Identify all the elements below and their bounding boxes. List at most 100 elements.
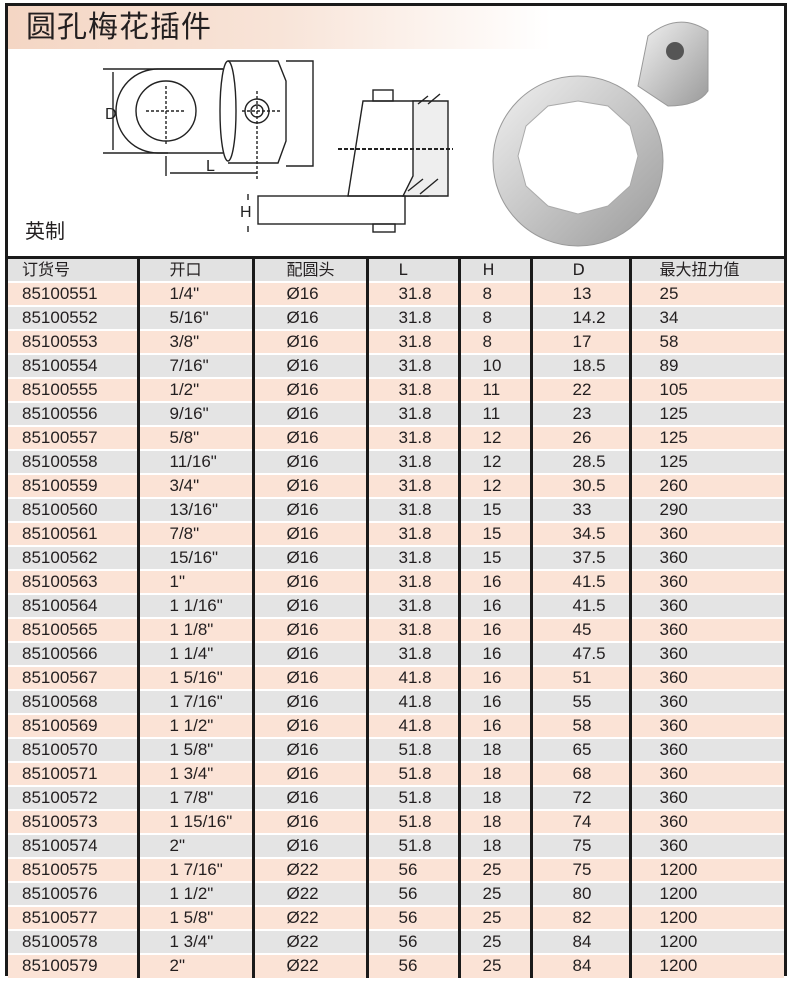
cell-h: 18 bbox=[457, 784, 531, 810]
cell-h: 18 bbox=[457, 760, 531, 786]
page-title: 圆孔梅花插件 bbox=[26, 10, 212, 45]
cell-round-head: Ø22 bbox=[251, 952, 367, 978]
cell-d: 75 bbox=[529, 832, 630, 858]
cell-order-number: 85100569 bbox=[8, 712, 138, 738]
cell-l: 51.8 bbox=[365, 784, 459, 810]
cell-round-head: Ø16 bbox=[251, 760, 367, 786]
cell-l: 31.8 bbox=[365, 448, 459, 474]
cell-opening: 1 5/8" bbox=[136, 904, 253, 930]
cell-max-torque: 260 bbox=[628, 472, 784, 498]
table-row: 85100553 3/8" Ø16 31.8 8 17 58 bbox=[8, 328, 784, 354]
cell-order-number: 85100552 bbox=[8, 304, 138, 330]
cell-order-number: 85100565 bbox=[8, 616, 138, 642]
cell-order-number: 85100554 bbox=[8, 352, 138, 378]
cell-order-number: 85100560 bbox=[8, 496, 138, 522]
cell-max-torque: 1200 bbox=[628, 856, 784, 882]
cell-order-number: 85100578 bbox=[8, 928, 138, 954]
table-row: 85100563 1" Ø16 31.8 16 41.5 360 bbox=[8, 568, 784, 594]
cell-h: 10 bbox=[457, 352, 531, 378]
cell-order-number: 85100576 bbox=[8, 880, 138, 906]
cell-opening: 1 7/16" bbox=[136, 688, 253, 714]
cell-l: 41.8 bbox=[365, 688, 459, 714]
cell-l: 51.8 bbox=[365, 808, 459, 834]
technical-drawing: D L H bbox=[103, 21, 709, 247]
cell-round-head: Ø16 bbox=[251, 448, 367, 474]
cell-max-torque: 360 bbox=[628, 784, 784, 810]
cell-max-torque: 360 bbox=[628, 664, 784, 690]
cell-h: 12 bbox=[457, 448, 531, 474]
cell-order-number: 85100555 bbox=[8, 376, 138, 402]
cell-order-number: 85100558 bbox=[8, 448, 138, 474]
cell-h: 16 bbox=[457, 616, 531, 642]
cell-h: 16 bbox=[457, 688, 531, 714]
cell-l: 31.8 bbox=[365, 280, 459, 306]
cell-order-number: 85100575 bbox=[8, 856, 138, 882]
cell-h: 16 bbox=[457, 568, 531, 594]
cell-opening: 1" bbox=[136, 568, 253, 594]
table-row: 85100561 7/8" Ø16 31.8 15 34.5 360 bbox=[8, 520, 784, 546]
table-row: 85100577 1 5/8" Ø22 56 25 82 1200 bbox=[8, 904, 784, 930]
cell-round-head: Ø16 bbox=[251, 400, 367, 426]
cell-d: 23 bbox=[529, 400, 630, 426]
dimension-d-label: D bbox=[105, 106, 117, 123]
cell-max-torque: 360 bbox=[628, 616, 784, 642]
table-row: 85100555 1/2" Ø16 31.8 11 22 105 bbox=[8, 376, 784, 402]
cell-max-torque: 360 bbox=[628, 592, 784, 618]
table-row: 85100566 1 1/4" Ø16 31.8 16 47.5 360 bbox=[8, 640, 784, 666]
cell-round-head: Ø16 bbox=[251, 376, 367, 402]
cell-h: 18 bbox=[457, 832, 531, 858]
cell-h: 15 bbox=[457, 544, 531, 570]
cell-opening: 13/16" bbox=[136, 496, 253, 522]
cell-d: 41.5 bbox=[529, 568, 630, 594]
cell-order-number: 85100556 bbox=[8, 400, 138, 426]
cell-round-head: Ø16 bbox=[251, 736, 367, 762]
cell-d: 47.5 bbox=[529, 640, 630, 666]
table-row: 85100567 1 5/16" Ø16 41.8 16 51 360 bbox=[8, 664, 784, 690]
table-row: 85100569 1 1/2" Ø16 41.8 16 58 360 bbox=[8, 712, 784, 738]
table-row: 85100570 1 5/8" Ø16 51.8 18 65 360 bbox=[8, 736, 784, 762]
cell-d: 33 bbox=[529, 496, 630, 522]
unit-system-label: 英制 bbox=[25, 219, 65, 243]
table-row: 85100554 7/16" Ø16 31.8 10 18.5 89 bbox=[8, 352, 784, 378]
cell-round-head: Ø16 bbox=[251, 496, 367, 522]
cell-l: 31.8 bbox=[365, 616, 459, 642]
cell-d: 30.5 bbox=[529, 472, 630, 498]
cell-opening: 1/2" bbox=[136, 376, 253, 402]
table-header-row: 订货号 开口 配圆头 L H D 最大扭力值 bbox=[8, 256, 784, 282]
cell-d: 58 bbox=[529, 712, 630, 738]
table-row: 85100556 9/16" Ø16 31.8 11 23 125 bbox=[8, 400, 784, 426]
cell-d: 84 bbox=[529, 952, 630, 978]
cell-order-number: 85100564 bbox=[8, 592, 138, 618]
column-header-d: D bbox=[529, 256, 630, 282]
cell-round-head: Ø16 bbox=[251, 640, 367, 666]
cell-round-head: Ø22 bbox=[251, 880, 367, 906]
cell-l: 31.8 bbox=[365, 304, 459, 330]
cell-round-head: Ø16 bbox=[251, 712, 367, 738]
cell-l: 31.8 bbox=[365, 568, 459, 594]
cell-l: 41.8 bbox=[365, 664, 459, 690]
cell-max-torque: 125 bbox=[628, 424, 784, 450]
cell-opening: 1 7/16" bbox=[136, 856, 253, 882]
cell-l: 31.8 bbox=[365, 592, 459, 618]
cell-max-torque: 125 bbox=[628, 448, 784, 474]
cell-opening: 11/16" bbox=[136, 448, 253, 474]
column-header-opening: 开口 bbox=[136, 256, 253, 282]
cell-round-head: Ø16 bbox=[251, 304, 367, 330]
cell-l: 31.8 bbox=[365, 400, 459, 426]
cell-l: 31.8 bbox=[365, 352, 459, 378]
cell-h: 25 bbox=[457, 856, 531, 882]
cell-h: 18 bbox=[457, 808, 531, 834]
cell-opening: 1 7/8" bbox=[136, 784, 253, 810]
cell-opening: 3/4" bbox=[136, 472, 253, 498]
cell-round-head: Ø16 bbox=[251, 472, 367, 498]
cell-order-number: 85100563 bbox=[8, 568, 138, 594]
cell-d: 84 bbox=[529, 928, 630, 954]
cell-l: 56 bbox=[365, 904, 459, 930]
cell-h: 16 bbox=[457, 664, 531, 690]
table-row: 85100578 1 3/4" Ø22 56 25 84 1200 bbox=[8, 928, 784, 954]
table-row: 85100579 2" Ø22 56 25 84 1200 bbox=[8, 952, 784, 978]
dimension-l-label: L bbox=[206, 158, 215, 175]
table-row: 85100559 3/4" Ø16 31.8 12 30.5 260 bbox=[8, 472, 784, 498]
cell-order-number: 85100573 bbox=[8, 808, 138, 834]
table-row: 85100564 1 1/16" Ø16 31.8 16 41.5 360 bbox=[8, 592, 784, 618]
